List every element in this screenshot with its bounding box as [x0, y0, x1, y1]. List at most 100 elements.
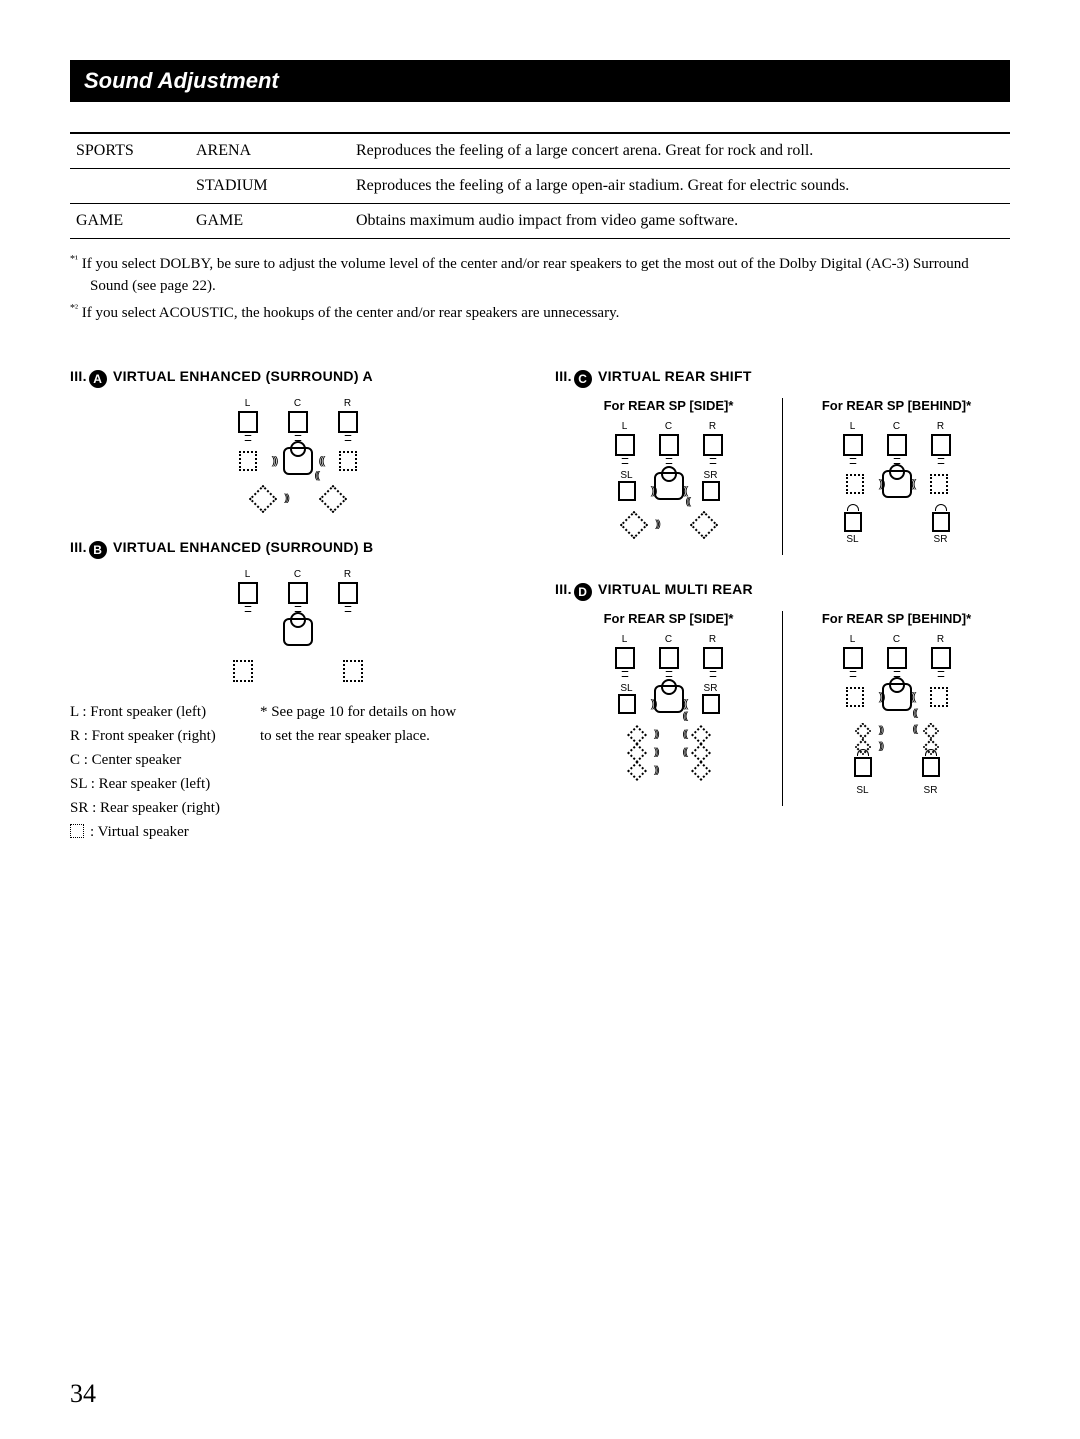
speaker-icon	[238, 411, 258, 433]
legend-sl: SL : Rear speaker (left)	[70, 772, 220, 796]
virtual-speaker-icon	[318, 485, 346, 513]
label-sr: SR	[934, 534, 948, 545]
prefix: III.	[70, 368, 87, 384]
legend-c: C : Center speaker	[70, 748, 220, 772]
speaker-icon	[931, 434, 951, 456]
config-row-d: For REAR SP [SIDE]* L C R SL SR	[555, 611, 1010, 806]
title: VIRTUAL MULTI REAR	[598, 581, 753, 597]
config-behind: For REAR SP [BEHIND]* L C R SL	[782, 611, 1010, 806]
speaker-icon	[659, 434, 679, 456]
listener-icon	[882, 470, 912, 498]
speaker-icon	[703, 647, 723, 669]
circle-letter: A	[89, 370, 107, 388]
speaker-icon	[932, 512, 950, 532]
config-label: For REAR SP [BEHIND]*	[789, 398, 1004, 413]
title: VIRTUAL REAR SHIFT	[598, 368, 752, 384]
prefix: III.	[555, 581, 572, 597]
cell-mode: ARENA	[190, 133, 350, 169]
legend-virtual: : Virtual speaker	[70, 820, 220, 844]
legend-r: R : Front speaker (right)	[70, 724, 220, 748]
speaker-icon	[931, 647, 951, 669]
speaker-icon	[338, 411, 358, 433]
subhead-b: III.B VIRTUAL ENHANCED (SURROUND) B	[70, 539, 525, 559]
config-behind: For REAR SP [BEHIND]* L C R SL SR	[782, 398, 1010, 555]
subhead-c: III.C VIRTUAL REAR SHIFT	[555, 368, 1010, 388]
label-r: R	[709, 634, 716, 645]
label-r: R	[344, 569, 351, 580]
cell-mode: STADIUM	[190, 169, 350, 204]
footnote-text: If you select ACOUSTIC, the hookups of t…	[82, 305, 620, 321]
label-sl: SL	[856, 785, 868, 796]
circle-letter: C	[574, 370, 592, 388]
virtual-speaker-icon	[239, 451, 257, 471]
config-label: For REAR SP [BEHIND]*	[789, 611, 1004, 626]
table-row: STADIUM Reproduces the feeling of a larg…	[70, 169, 1010, 204]
cell-desc: Reproduces the feeling of a large open-a…	[350, 169, 1010, 204]
speaker-icon	[338, 582, 358, 604]
virtual-speaker-icon	[846, 474, 864, 494]
speaker-icon	[702, 481, 720, 501]
legend-virtual-text: : Virtual speaker	[90, 824, 189, 840]
config-row-c: For REAR SP [SIDE]* L C R SL SR Fo	[555, 398, 1010, 555]
prefix: III.	[70, 539, 87, 555]
footnote-1: *¹ If you select DOLBY, be sure to adjus…	[70, 253, 1010, 298]
label-sl: SL	[620, 683, 632, 694]
speaker-icon	[703, 434, 723, 456]
cell-category: SPORTS	[70, 133, 190, 169]
legend-note: * See page 10 for details on how to set …	[260, 700, 460, 844]
label-l: L	[850, 421, 856, 432]
virtual-speaker-icon	[248, 485, 276, 513]
right-column: III.C VIRTUAL REAR SHIFT For REAR SP [SI…	[555, 368, 1010, 844]
label-r: R	[344, 398, 351, 409]
circle-letter: D	[574, 583, 592, 601]
speaker-icon	[843, 647, 863, 669]
diagram-a: L C R	[70, 398, 525, 509]
virtual-speaker-icon	[343, 660, 363, 682]
speaker-icon	[288, 411, 308, 433]
speaker-icon	[844, 512, 862, 532]
cell-category	[70, 169, 190, 204]
speaker-icon	[843, 434, 863, 456]
virtual-speaker-icon	[930, 474, 948, 494]
speaker-icon	[887, 434, 907, 456]
speaker-icon	[618, 481, 636, 501]
label-sr: SR	[704, 470, 718, 481]
diagram-b: L C R	[70, 569, 525, 682]
footnote-2: *² If you select ACOUSTIC, the hookups o…	[70, 302, 1010, 325]
cell-desc: Reproduces the feeling of a large concer…	[350, 133, 1010, 169]
label-l: L	[245, 398, 251, 409]
legend-sr: SR : Rear speaker (right)	[70, 796, 220, 820]
label-l: L	[622, 421, 628, 432]
label-l: L	[245, 569, 251, 580]
cell-desc: Obtains maximum audio impact from video …	[350, 204, 1010, 239]
footnote-marker: *²	[70, 303, 78, 314]
label-l: L	[622, 634, 628, 645]
speaker-icon	[288, 582, 308, 604]
left-column: III.A VIRTUAL ENHANCED (SURROUND) A L C …	[70, 368, 525, 844]
listener-icon	[283, 447, 313, 475]
speaker-icon	[702, 694, 720, 714]
label-sr: SR	[704, 683, 718, 694]
speaker-icon	[887, 647, 907, 669]
speaker-icon	[238, 582, 258, 604]
speaker-icon	[854, 757, 872, 777]
label-r: R	[937, 421, 944, 432]
virtual-speaker-icon	[619, 511, 647, 539]
label-l: L	[850, 634, 856, 645]
config-side: For REAR SP [SIDE]* L C R SL SR	[555, 398, 782, 555]
subhead-a: III.A VIRTUAL ENHANCED (SURROUND) A	[70, 368, 525, 388]
prefix: III.	[555, 368, 572, 384]
virtual-speaker-icon	[689, 511, 717, 539]
virtual-speaker-icon	[339, 451, 357, 471]
virtual-speaker-icon	[846, 687, 864, 707]
config-label: For REAR SP [SIDE]*	[561, 398, 776, 413]
label-c: C	[294, 398, 301, 409]
label-r: R	[937, 634, 944, 645]
footnotes: *¹ If you select DOLBY, be sure to adjus…	[70, 253, 1010, 324]
footnote-marker: *¹	[70, 254, 78, 265]
speaker-icon	[615, 647, 635, 669]
listener-icon	[283, 618, 313, 646]
label-sl: SL	[620, 470, 632, 481]
speaker-icon	[615, 434, 635, 456]
section-header: Sound Adjustment	[70, 60, 1010, 102]
